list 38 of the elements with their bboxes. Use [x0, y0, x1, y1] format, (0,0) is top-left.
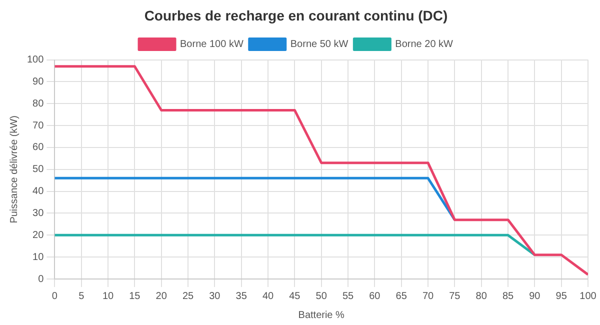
chart-title: Courbes de recharge en courant continu (DC)	[144, 7, 448, 24]
x-tick-label: 30	[209, 290, 221, 302]
y-tick-label: 40	[32, 186, 44, 198]
y-tick-label: 30	[32, 208, 44, 219]
x-tick-label: 60	[369, 290, 381, 302]
x-tick-label: 70	[422, 290, 434, 302]
x-tick-label: 50	[316, 290, 328, 302]
x-tick-label: 75	[449, 290, 461, 302]
x-tick-label: 0	[52, 290, 58, 302]
x-tick-label: 20	[156, 290, 168, 302]
legend-label: Borne 100 kW	[180, 39, 244, 50]
x-tick-label: 35	[236, 290, 248, 302]
x-tick-label: 80	[476, 290, 488, 302]
x-tick-label: 95	[556, 290, 568, 302]
y-tick-label: 60	[32, 142, 44, 154]
legend-label: Borne 50 kW	[290, 39, 349, 50]
y-axis-title: Puissance délivrée (kW)	[8, 115, 20, 224]
x-tick-label: 10	[102, 290, 114, 302]
y-tick-label: 50	[32, 164, 44, 176]
x-tick-label: 65	[396, 290, 408, 302]
x-tick-label: 15	[129, 290, 141, 302]
legend-label: Borne 20 kW	[395, 39, 454, 50]
x-tick-label: 40	[262, 290, 274, 302]
y-tick-label: 90	[32, 76, 44, 88]
x-tick-label: 100	[580, 290, 597, 302]
y-tick-label: 10	[32, 252, 44, 263]
x-tick-label: 55	[342, 290, 354, 302]
x-tick-label: 25	[182, 290, 194, 302]
x-tick-label: 5	[78, 290, 85, 302]
x-tick-label: 90	[529, 290, 541, 302]
x-axis-title: Batterie %	[298, 310, 345, 321]
x-tick-label: 45	[289, 290, 301, 302]
y-tick-label: 0	[38, 274, 44, 285]
y-tick-label: 80	[32, 98, 44, 110]
x-tick-label: 85	[502, 290, 514, 302]
y-tick-label: 20	[32, 230, 44, 241]
y-tick-label: 100	[26, 54, 44, 66]
y-tick-label: 70	[32, 120, 44, 132]
